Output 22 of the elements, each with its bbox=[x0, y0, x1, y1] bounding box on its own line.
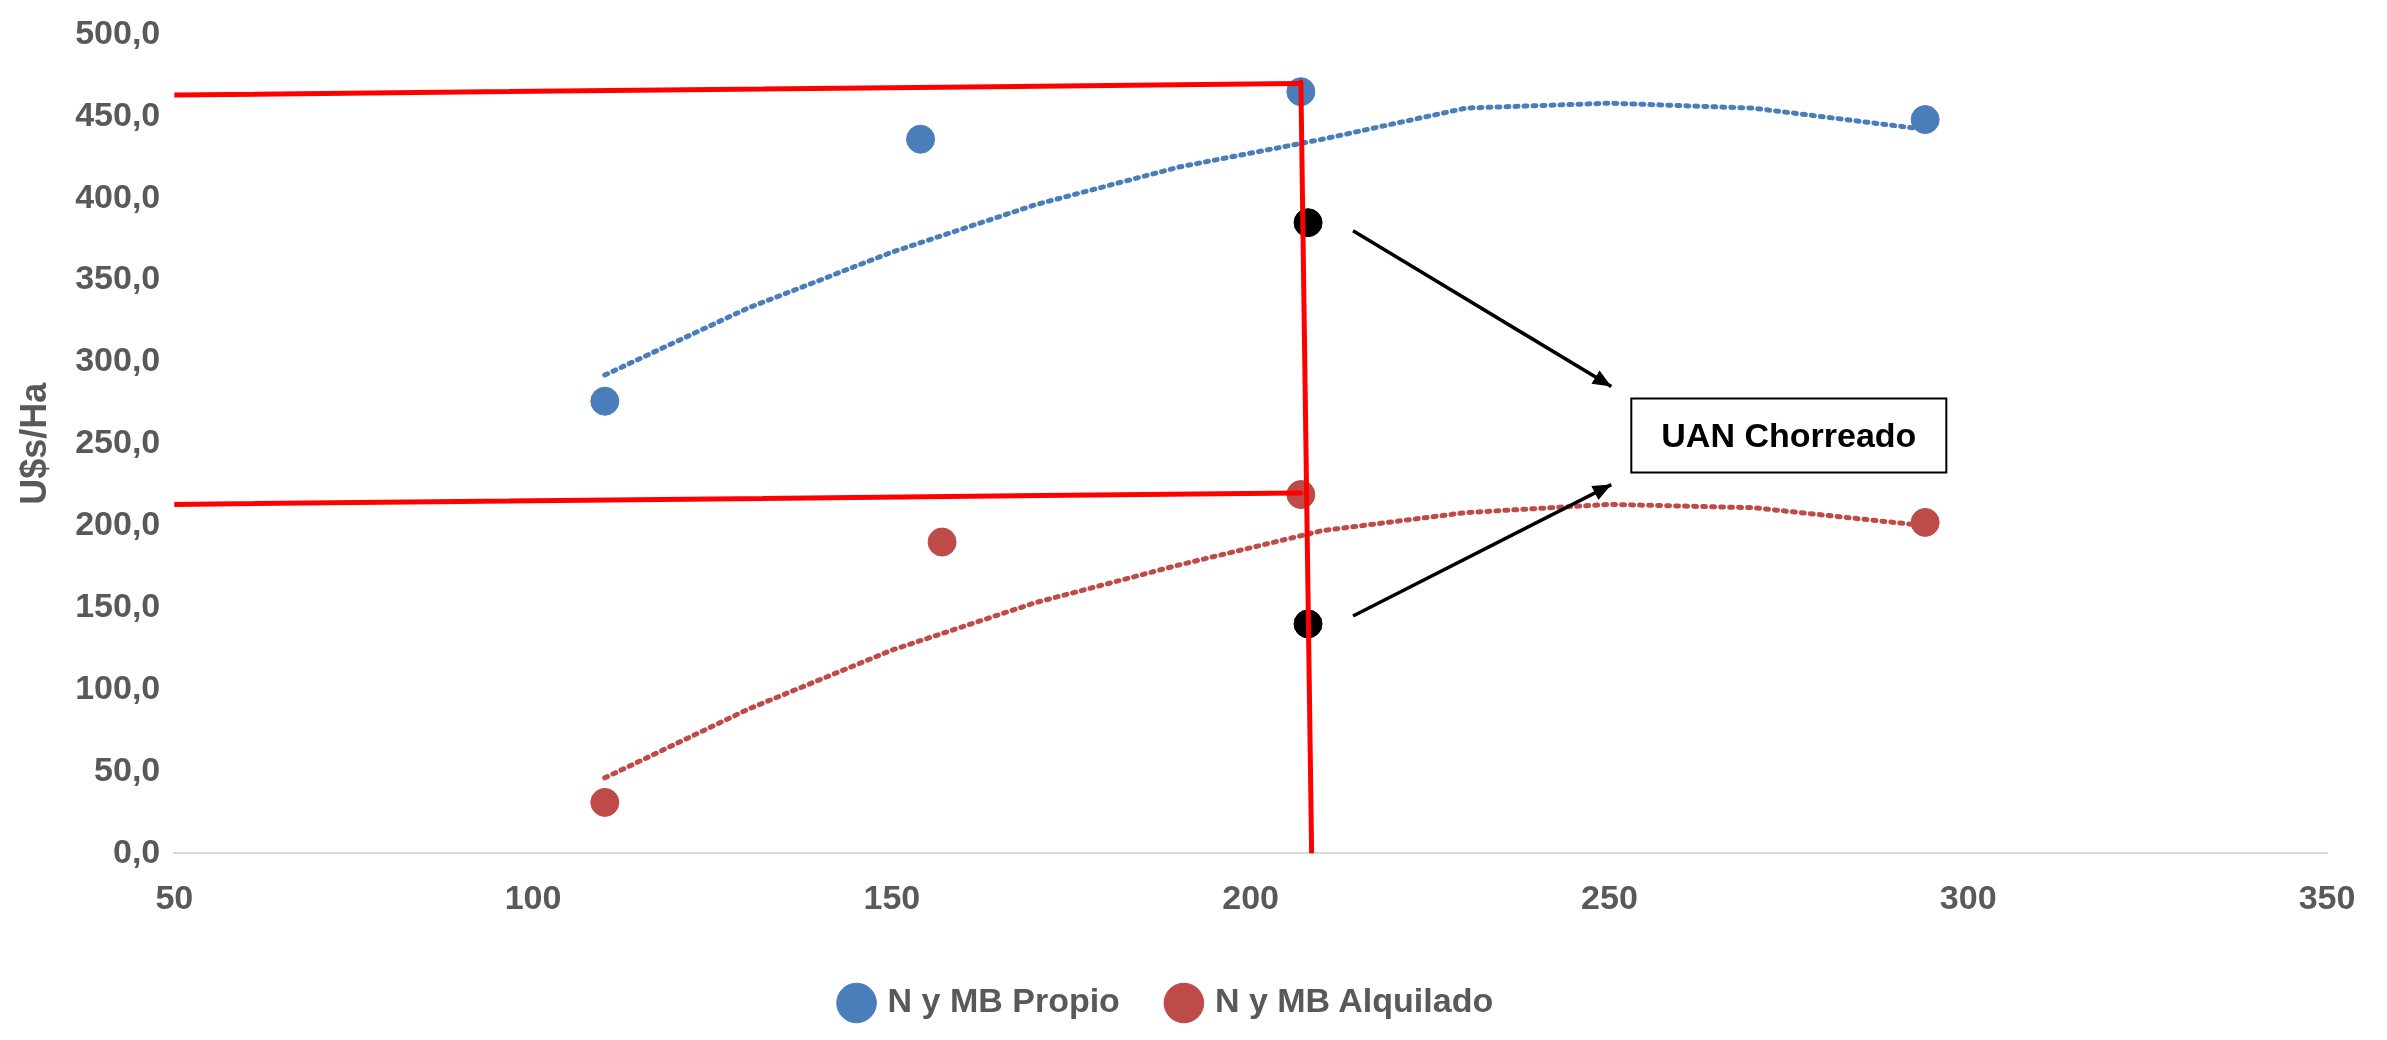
legend-label: N y MB Alquilado bbox=[1214, 981, 1494, 1020]
y-tick-label: 150,0 bbox=[75, 585, 161, 624]
x-tick-label: 300 bbox=[1939, 877, 1997, 916]
legend-label: N y MB Propio bbox=[887, 981, 1120, 1020]
y-tick-label: 450,0 bbox=[75, 94, 161, 133]
y-tick-label: 0,0 bbox=[113, 831, 161, 870]
y-tick-label: 500,0 bbox=[75, 12, 161, 51]
y-tick-label: 100,0 bbox=[75, 667, 161, 706]
annotation: UAN Chorreado bbox=[1661, 415, 1917, 454]
x-tick-label: 350 bbox=[2298, 877, 2356, 916]
x-tick-label: 50 bbox=[155, 877, 194, 916]
y-axis-title: U$s/Ha bbox=[12, 381, 54, 505]
x-tick-label: 250 bbox=[1581, 877, 1638, 916]
x-tick-label: 150 bbox=[863, 877, 921, 916]
y-tick-label: 300,0 bbox=[75, 340, 161, 379]
y-tick-label: 200,0 bbox=[75, 504, 161, 543]
y-tick-label: 250,0 bbox=[75, 422, 161, 461]
y-tick-label: 50,0 bbox=[94, 749, 161, 788]
x-tick-label: 100 bbox=[504, 877, 562, 916]
y-tick-label: 400,0 bbox=[75, 176, 161, 215]
y-tick-label: 350,0 bbox=[75, 258, 161, 297]
x-tick-label: 200 bbox=[1222, 877, 1280, 916]
